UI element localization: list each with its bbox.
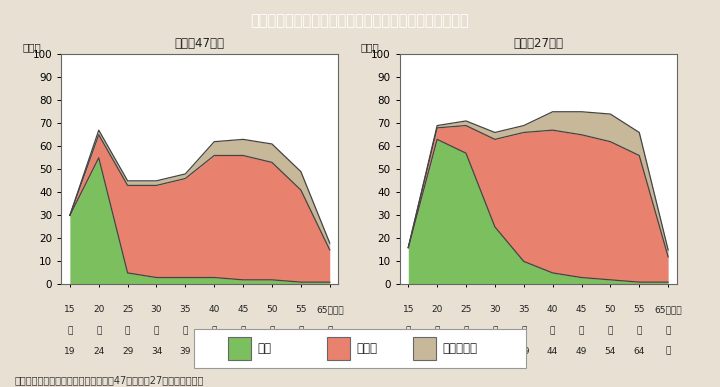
Bar [327,337,350,360]
Text: 49: 49 [238,347,249,356]
Text: 29: 29 [460,347,472,356]
Text: 〜: 〜 [405,326,411,335]
Text: 20: 20 [93,305,104,314]
Text: 〜: 〜 [434,326,440,335]
Text: 以: 以 [327,326,333,335]
Text: 〜: 〜 [464,326,469,335]
Text: 20: 20 [431,305,443,314]
Text: 上: 上 [327,347,333,356]
Text: 〜: 〜 [183,326,188,335]
Text: 54: 54 [605,347,616,356]
Text: 〜: 〜 [96,326,102,335]
Text: 有配偶: 有配偶 [356,342,378,355]
Text: 64: 64 [295,347,307,356]
Text: 39: 39 [179,347,191,356]
Title: ＜昭和47年＞: ＜昭和47年＞ [175,37,225,50]
Text: 54: 54 [266,347,278,356]
Text: 15: 15 [402,305,414,314]
Text: 40: 40 [209,305,220,314]
Text: 34: 34 [150,347,162,356]
Text: 死別・離別: 死別・離別 [443,342,478,355]
Text: 64: 64 [634,347,645,356]
Text: 〜: 〜 [212,326,217,335]
Text: 50: 50 [266,305,278,314]
Text: 39: 39 [518,347,529,356]
Title: ＜平成27年＞: ＜平成27年＞ [513,37,563,50]
Text: 19: 19 [64,347,76,356]
Text: 未婚: 未婚 [257,342,271,355]
Text: （％）: （％） [22,42,41,52]
Text: 44: 44 [547,347,558,356]
Bar [413,337,436,360]
Text: （％）: （％） [361,42,379,52]
Text: 44: 44 [209,347,220,356]
Text: 以: 以 [665,326,671,335]
Text: 29: 29 [122,347,133,356]
Text: Ｉ－特－４図　女性の配偶関係別・年齢階級別労働力率: Ｉ－特－４図 女性の配偶関係別・年齢階級別労働力率 [251,13,469,28]
Text: 65（歳）: 65（歳） [316,305,343,314]
Text: 55: 55 [634,305,645,314]
Text: 〜: 〜 [608,326,613,335]
Text: 〜: 〜 [636,326,642,335]
Text: 24: 24 [93,347,104,356]
Text: 40: 40 [547,305,558,314]
Text: 49: 49 [576,347,588,356]
Text: 〜: 〜 [579,326,584,335]
Text: 25: 25 [122,305,133,314]
Text: 45: 45 [576,305,588,314]
Text: 15: 15 [64,305,76,314]
Text: 〜: 〜 [240,326,246,335]
Text: 25: 25 [460,305,472,314]
Text: 34: 34 [489,347,500,356]
Text: 30: 30 [150,305,162,314]
Text: 35: 35 [179,305,191,314]
Text: 上: 上 [665,347,671,356]
Text: 〜: 〜 [125,326,130,335]
Text: 19: 19 [402,347,414,356]
Text: 〜: 〜 [269,326,274,335]
Text: 〜: 〜 [154,326,159,335]
Text: 〜: 〜 [550,326,555,335]
Text: 〜: 〜 [521,326,526,335]
Text: 50: 50 [605,305,616,314]
Text: 45: 45 [238,305,249,314]
Text: 65（歳）: 65（歳） [654,305,682,314]
Text: 〜: 〜 [298,326,304,335]
Text: 55: 55 [295,305,307,314]
Text: 〜: 〜 [492,326,498,335]
Text: 〜: 〜 [67,326,73,335]
Text: 24: 24 [431,347,443,356]
Text: （備考）総務省「労働力調査」（昭和47年，平成27年）より作成。: （備考）総務省「労働力調査」（昭和47年，平成27年）より作成。 [14,375,204,385]
Text: 30: 30 [489,305,500,314]
Bar [228,337,251,360]
Text: 35: 35 [518,305,529,314]
